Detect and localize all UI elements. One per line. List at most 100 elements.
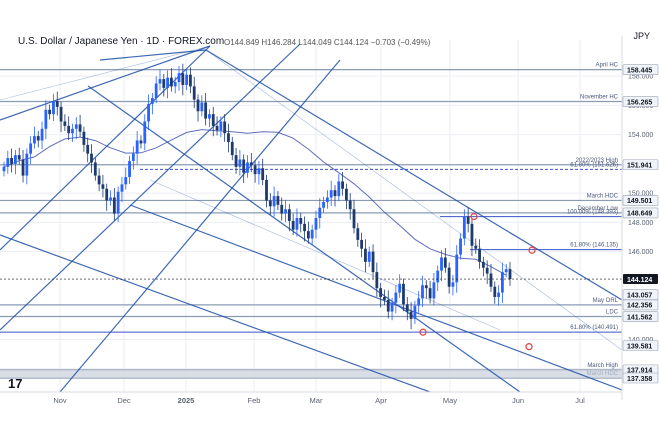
candle-body [421,285,424,299]
candle-body [284,209,287,214]
price-label-box [622,372,659,384]
candle-body [504,269,508,273]
candle-body [227,133,230,142]
candle-body [219,121,223,131]
candle-body [249,162,253,166]
candle-body [333,190,337,197]
candle-body [6,158,10,167]
time-tick-label: Mar [310,396,323,405]
moving-average [3,129,507,276]
price-label-box [622,159,659,171]
candle-body [55,101,59,107]
time-tick-label: 2025 [178,396,195,405]
candle-body [78,124,82,132]
candle-body [90,153,93,163]
pivot-marker [525,343,533,351]
candle-body [59,106,63,122]
candle-body [508,269,512,280]
candle-body [440,257,443,271]
candle-body [139,140,143,144]
candle-body [379,288,383,297]
candle-body [474,245,478,249]
candle-body [74,124,78,129]
channel-line [0,43,301,331]
candle-body [21,159,25,176]
price-label: 137.358 [627,376,652,383]
candle-body [402,283,405,305]
candle-body [364,248,367,262]
candle-body [158,79,162,84]
candle-body [215,125,219,131]
price-label: 158.445 [627,67,652,74]
price-label: 139.581 [627,343,652,350]
candle-body [71,128,74,134]
price-label-box [622,195,659,206]
price-label: 141.562 [627,314,652,321]
price-label-box [622,311,659,322]
candle-body [462,216,466,239]
candle-body [189,74,192,87]
candle-body [367,251,371,262]
pivot-marker [419,328,427,336]
channel-line [129,204,622,391]
median-line [149,179,501,331]
candle-body [436,270,440,283]
time-tick-label: Apr [375,396,387,405]
time-tick-label: Dec [117,396,131,405]
candle-body [17,155,21,160]
candle-body [2,166,6,172]
candle-body [14,155,17,164]
candle-body [383,296,386,300]
candle-body [33,136,36,144]
candle-body [318,207,322,218]
level-label: April HC [596,63,619,69]
candle-body [443,257,447,268]
candle-body [329,190,333,198]
price-tick-label: 146.000 [628,249,653,256]
candle-body [417,298,421,306]
time-tick-label: Jun [512,396,524,405]
price-label: 137.914 [627,368,652,375]
price-label-box [622,64,659,75]
trend-channels [0,43,622,392]
candle-body [166,77,169,88]
candle-body [360,239,364,249]
pivot-marker [528,246,536,254]
price-tick-label: 150.000 [628,191,653,198]
candle-body [86,144,90,154]
price-label-box [622,299,659,311]
candle-body [337,181,341,197]
candle-body [238,159,242,167]
price-label-box [623,274,658,285]
candle-body [322,201,325,208]
candle-body [386,299,390,312]
candle-body [325,197,329,202]
channel-line [87,85,521,392]
candle-body [291,220,295,230]
candle-body [405,304,409,312]
price-label-box [622,96,659,107]
time-tick-label: Feb [248,396,261,405]
median-line [205,49,622,351]
candle-body [314,218,318,230]
candle-body [48,109,52,115]
time-tick-label: Jul [575,396,585,405]
candle-body [428,288,432,299]
candle-body [200,102,204,112]
level-label: 2022/2023 High [576,158,618,164]
candle-body [478,248,481,262]
candle-body [181,73,185,85]
candle-body [52,101,55,115]
candle-body [124,177,128,185]
candle-body [356,228,360,240]
candle-body [97,175,101,185]
candle-body [196,99,200,112]
candle-body [116,191,120,214]
candle-body [470,223,474,246]
level-label: March High [587,363,618,369]
grid-lines [0,40,622,392]
pivot-marker [470,212,478,221]
candle-body [398,283,402,293]
